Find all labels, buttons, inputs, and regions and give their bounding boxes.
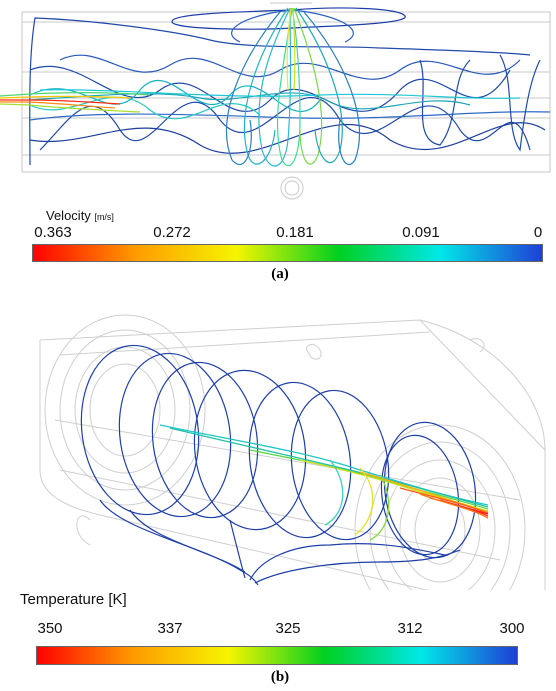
temperature-tick-label: 312 <box>397 620 423 637</box>
temperature-legend-title: Temperature [K] <box>20 591 127 608</box>
vessel-wireframe <box>39 314 546 590</box>
central-jet-streamlines <box>225 7 360 167</box>
velocity-tick-label: 0.363 <box>34 224 72 241</box>
temperature-tick-label: 300 <box>499 620 525 637</box>
temperature-colorbar <box>36 646 518 665</box>
temperature-streamline-plot <box>39 314 546 590</box>
velocity-tick-label: 0 <box>533 224 543 241</box>
outlet-streamlines <box>171 7 406 43</box>
helical-streamlines <box>80 344 477 586</box>
inlet-jet-streamlines <box>0 92 151 113</box>
panel-a-velocity-streamlines: Velocity [m/s] 0.363 0.272 0.181 0.091 0… <box>0 0 556 290</box>
temperature-tick-label: 337 <box>157 620 183 637</box>
velocity-legend-title: Velocity [m/s] <box>46 208 114 223</box>
panel-b-temperature-streamlines: Temperature [K] 350 337 325 312 300 (b) <box>0 300 556 691</box>
temperature-tick-label: 350 <box>37 620 63 637</box>
velocity-tick-label: 0.272 <box>153 224 191 241</box>
velocity-tick-label: 0.091 <box>402 224 440 241</box>
hot-core-streamlines <box>159 424 489 541</box>
velocity-streamline-plot <box>0 2 551 200</box>
caption-b: (b) <box>270 669 290 685</box>
temperature-tick-label: 325 <box>275 620 301 637</box>
caption-a: (a) <box>271 266 289 282</box>
velocity-tick-label: 0.181 <box>276 224 314 241</box>
velocity-colorbar <box>32 244 543 262</box>
